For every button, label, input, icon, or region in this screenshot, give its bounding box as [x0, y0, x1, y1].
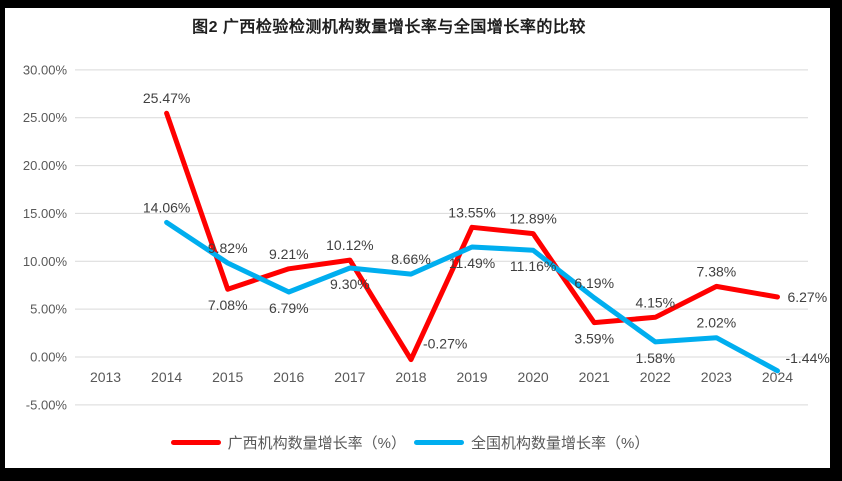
data-label: 12.89%	[509, 211, 556, 227]
x-axis-tick-label: 2020	[518, 369, 549, 385]
x-axis-tick-label: 2018	[395, 369, 426, 385]
x-axis-tick-label: 2021	[579, 369, 610, 385]
legend-label-guangxi: 广西机构数量增长率（%）	[227, 435, 406, 452]
data-label: 7.08%	[208, 297, 248, 313]
series-line-national	[164, 219, 780, 374]
x-axis-tick-label: 2013	[90, 369, 121, 385]
data-label: 10.12%	[326, 237, 373, 253]
y-axis-tick-label: 15.00%	[23, 206, 68, 221]
data-label: 9.21%	[269, 246, 309, 262]
x-axis-tick-label: 2014	[151, 369, 182, 385]
data-label: 6.27%	[787, 289, 827, 305]
legend-swatch	[414, 440, 464, 445]
data-label: 14.06%	[143, 199, 190, 215]
data-label: 8.66%	[391, 251, 431, 267]
legend-item-national: 全国机构数量增长率（%）	[414, 432, 649, 453]
x-axis-tick-label: 2024	[762, 369, 793, 385]
series-line-guangxi	[164, 110, 780, 363]
data-label: 4.15%	[635, 294, 675, 310]
frame-left-border	[0, 0, 5, 481]
x-axis-tick-label: 2019	[456, 369, 487, 385]
data-label: 3.59%	[574, 331, 614, 347]
x-axis-tick-label: 2022	[640, 369, 671, 385]
data-label: 2.02%	[697, 315, 737, 331]
data-label: 6.19%	[574, 275, 614, 291]
x-axis-tick-label: 2015	[212, 369, 243, 385]
data-label: 13.55%	[448, 204, 495, 220]
data-label: -0.27%	[423, 336, 467, 352]
y-axis-tick-label: 25.00%	[23, 110, 68, 125]
legend-item-guangxi: 广西机构数量增长率（%）	[170, 432, 406, 453]
y-axis-tick-label: 10.00%	[23, 254, 68, 269]
y-axis-tick-label: 30.00%	[23, 62, 68, 77]
data-label: 9.82%	[208, 240, 248, 256]
data-label: 9.30%	[330, 276, 370, 292]
data-label: 1.58%	[635, 350, 675, 366]
legend-label-national: 全国机构数量增长率（%）	[471, 435, 650, 452]
data-label: 11.16%	[510, 258, 556, 274]
y-axis-tick-label: -5.00%	[26, 397, 68, 412]
frame-top-border	[0, 0, 842, 8]
x-axis-tick-label: 2023	[701, 369, 732, 385]
x-axis-tick-label: 2016	[273, 369, 304, 385]
y-axis-tick-label: 0.00%	[30, 350, 67, 365]
frame-right-border	[830, 0, 842, 481]
legend-swatch	[170, 440, 221, 445]
y-axis-tick-label: 5.00%	[30, 302, 67, 317]
y-axis-tick-label: 20.00%	[23, 158, 68, 173]
frame-bottom-border	[0, 468, 842, 481]
chart-title: 图2 广西检验检测机构数量增长率与全国增长率的比较	[192, 19, 586, 36]
data-label: 6.79%	[269, 300, 309, 316]
x-axis-tick-label: 2017	[334, 369, 365, 385]
data-label: -1.44%	[785, 350, 829, 366]
data-label: 7.38%	[697, 263, 737, 279]
data-label: 11.49%	[449, 255, 495, 271]
data-label: 25.47%	[143, 90, 190, 106]
chart-legend: 广西机构数量增长率（%） 全国机构数量增长率（%）	[0, 432, 842, 453]
